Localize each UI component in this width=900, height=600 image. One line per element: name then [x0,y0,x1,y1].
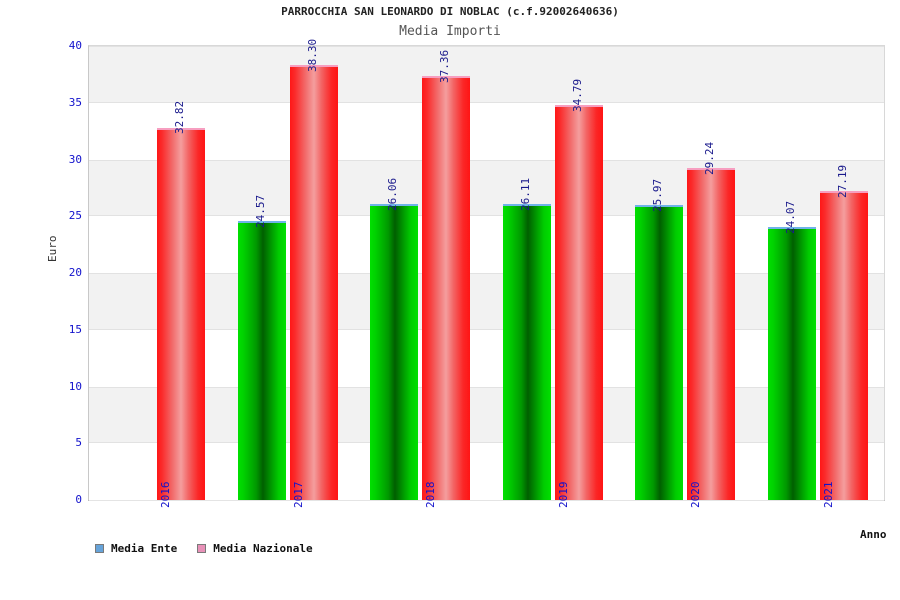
axis-band [89,273,884,330]
x-axis-tick-label-2018: 2018 [424,481,438,509]
chart-title: PARROCCHIA SAN LEONARDO DI NOBLAC (c.f.9… [281,5,619,18]
x-axis-tick-label-2021: 2021 [821,481,835,509]
y-axis-label: Euro [46,235,59,263]
axis-band [89,386,884,444]
bar-nazionale-2017[interactable] [289,65,338,500]
bar-ente-2017[interactable] [237,221,286,500]
value-label-ente-2018: 26.06 [386,178,400,212]
x-axis-tick-label-2016: 2016 [159,481,173,509]
plot-area: 32.82 24.57 38.30 26.06 37.36 26.11 34.79 25.97… [88,39,885,501]
value-label-nazionale-2020: 29.24 [703,142,717,176]
bar-ente-2021[interactable] [767,226,816,500]
y-axis-tick-label: 10 [68,379,82,393]
bar-nazionale-2016[interactable] [157,127,206,500]
legend-item-media-ente[interactable]: Media Ente [95,542,177,555]
legend: Media Ente Media Nazionale [95,542,313,555]
value-label-nazionale-2021: 27.19 [835,165,849,199]
value-label-nazionale-2018: 37.36 [438,49,452,83]
bar-nazionale-2018[interactable] [422,75,471,500]
value-label-ente-2019: 26.11 [518,177,532,211]
x-axis-tick-label-2017: 2017 [291,481,305,509]
y-axis-tick-label: 25 [68,209,82,223]
y-axis-tick-label: 40 [68,39,82,52]
value-label-nazionale-2016: 32.82 [173,101,187,135]
bar-nazionale-2021[interactable] [819,191,868,500]
x-axis-tick-label-2019: 2019 [556,481,570,509]
y-axis-tick-label: 15 [68,322,82,336]
bar-nazionale-2020[interactable] [687,168,736,500]
axis-band [89,159,884,217]
axis-band [89,46,884,103]
bar-nazionale-2019[interactable] [554,105,603,500]
legend-label: Media Nazionale [213,542,313,555]
y-axis-tick-label: 5 [75,436,82,450]
legend-label: Media Ente [111,542,178,555]
chart-subtitle: Media Importi [399,24,501,39]
bar-ente-2019[interactable] [502,203,551,500]
x-axis-label: Anno [860,528,887,541]
value-label-ente-2020: 25.97 [651,179,665,213]
value-label-nazionale-2019: 34.79 [570,79,584,113]
legend-item-media-nazionale[interactable]: Media Nazionale [197,542,313,555]
y-axis-tick-label: 35 [68,95,82,109]
y-axis-tick-label: 30 [68,152,82,166]
value-label-ente-2021: 24.07 [783,200,797,234]
x-axis-tick-label-2020: 2020 [689,481,703,509]
bar-ente-2018[interactable] [370,204,419,500]
bar-ente-2020[interactable] [635,205,684,500]
legend-swatch-icon [197,544,207,553]
value-label-nazionale-2017: 38.30 [305,39,319,73]
y-axis-ticks: 0 5 10 15 20 25 30 35 40 [16,39,82,506]
gridline [89,500,884,501]
y-axis-tick-label: 20 [68,266,82,279]
value-label-ente-2017: 24.57 [253,195,267,229]
legend-swatch-icon [95,544,104,553]
y-axis-tick-label: 0 [75,493,82,506]
